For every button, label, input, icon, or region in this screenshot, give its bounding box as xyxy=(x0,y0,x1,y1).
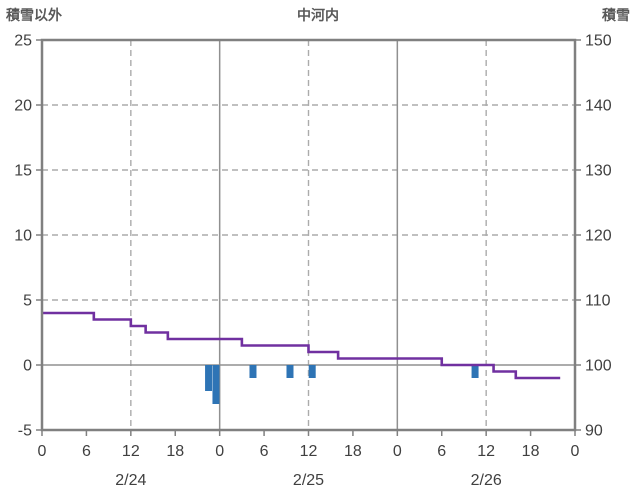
x-tick-label: 12 xyxy=(477,443,495,460)
x-tick-label: 6 xyxy=(82,443,91,460)
right-tick-label: 110 xyxy=(585,293,611,310)
x-tick-label: 18 xyxy=(166,443,184,460)
right-tick-label: 120 xyxy=(585,228,612,245)
bar xyxy=(308,365,316,378)
x-tick-label: 0 xyxy=(38,443,47,460)
x-tick-label: 0 xyxy=(393,443,402,460)
left-tick-label: 0 xyxy=(23,358,32,375)
left-tick-label: 10 xyxy=(14,228,32,245)
snow-depth-line xyxy=(42,311,561,380)
x-tick-label: 18 xyxy=(344,443,362,460)
bar xyxy=(471,365,479,378)
right-tick-label: 140 xyxy=(585,98,612,115)
right-tick-label: 90 xyxy=(585,423,603,440)
right-tick-label: 150 xyxy=(585,33,612,50)
x-tick-label: 12 xyxy=(300,443,318,460)
left-tick-label: -5 xyxy=(18,423,32,440)
bar xyxy=(286,365,294,378)
left-axis-title: 積雪以外 xyxy=(6,7,62,23)
bar xyxy=(212,365,220,404)
right-tick-label: 130 xyxy=(585,163,612,180)
axis-ticks xyxy=(36,39,581,436)
left-tick-label: 20 xyxy=(14,98,32,115)
bar-series xyxy=(205,365,479,404)
x-tick-label: 6 xyxy=(437,443,446,460)
day-label: 2/25 xyxy=(293,472,324,489)
chart-title: 中河内 xyxy=(297,7,339,23)
right-axis-title: 積雪 xyxy=(602,7,630,23)
x-tick-label: 0 xyxy=(571,443,580,460)
day-label: 2/26 xyxy=(471,472,502,489)
left-tick-label: 5 xyxy=(23,293,32,310)
right-tick-label: 100 xyxy=(585,358,612,375)
bar xyxy=(205,365,213,391)
left-tick-label: 25 xyxy=(14,33,32,50)
left-tick-label: 15 xyxy=(14,163,32,180)
x-tick-label: 12 xyxy=(122,443,140,460)
gridlines xyxy=(42,40,575,430)
day-label: 2/24 xyxy=(115,472,146,489)
x-tick-label: 6 xyxy=(260,443,269,460)
bar xyxy=(249,365,257,378)
x-tick-label: 18 xyxy=(522,443,540,460)
x-tick-label: 0 xyxy=(215,443,224,460)
